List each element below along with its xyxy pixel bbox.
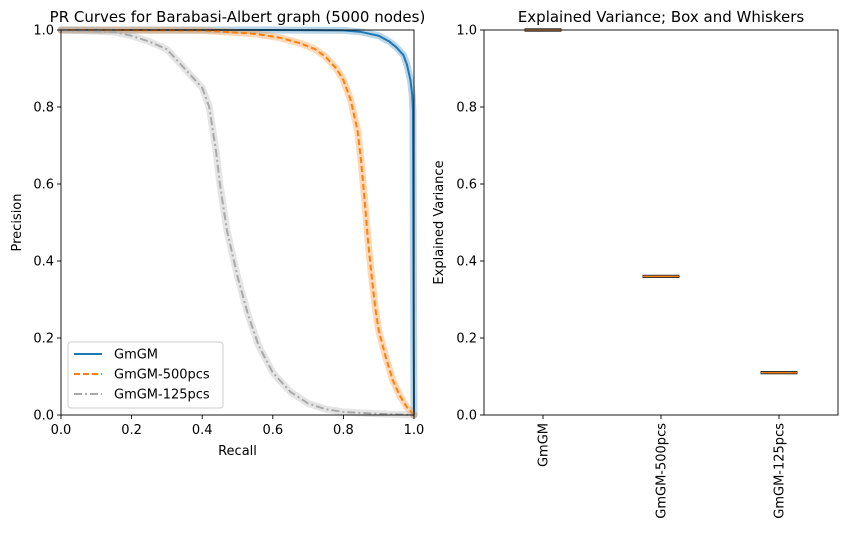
- legend: GmGM GmGM-500pcs GmGM-125pcs: [67, 341, 224, 409]
- series-line-0: [61, 29, 415, 416]
- x-ticks: 0.0 0.2 0.4 0.6 0.8 1.0: [51, 415, 425, 438]
- x-tick-label: GmGM: [537, 423, 552, 467]
- series-line-1: [60, 29, 415, 416]
- x-tick-label: 0.8: [333, 423, 354, 438]
- x-tick-label: GmGM-125pcs: [773, 423, 788, 519]
- x-axis-label: Recall: [218, 444, 257, 459]
- x-tick-label: 0.2: [121, 423, 142, 438]
- y-tick-label: 0.6: [456, 178, 477, 193]
- x-tick-label: 0.4: [192, 423, 213, 438]
- y-ticks: 0.0 0.2 0.4 0.6 0.8 1.0: [33, 24, 61, 424]
- y-tick-label: 0.4: [33, 255, 54, 270]
- series-line-2: [60, 29, 415, 416]
- plot-frame: [483, 29, 839, 416]
- legend-label: GmGM-500pcs: [114, 368, 210, 383]
- y-tick-label: 0.8: [33, 101, 54, 116]
- y-tick-label: 0.2: [456, 332, 477, 347]
- x-tick-label: 1.0: [404, 423, 425, 438]
- y-tick-label: 0.0: [33, 409, 54, 424]
- y-axis-label: Explained Variance: [432, 160, 447, 284]
- x-tick-label: 0.0: [51, 423, 72, 438]
- x-tick-label: 0.6: [262, 423, 283, 438]
- y-tick-label: 1.0: [456, 24, 477, 39]
- x-tick-label: GmGM-500pcs: [655, 423, 670, 519]
- legend-label: GmGM: [114, 348, 158, 363]
- pr-curves-chart: PR Curves for Barabasi-Albert graph (500…: [10, 8, 425, 459]
- y-tick-label: 0.4: [456, 255, 477, 270]
- y-axis-label: Precision: [10, 193, 25, 251]
- chart-title: PR Curves for Barabasi-Albert graph (500…: [50, 8, 426, 26]
- plot-frame: [60, 29, 415, 416]
- y-tick-label: 0.2: [33, 332, 54, 347]
- y-tick-label: 0.8: [456, 101, 477, 116]
- y-ticks: 0.0 0.2 0.4 0.6 0.8 1.0: [456, 24, 484, 424]
- y-tick-label: 1.0: [33, 24, 54, 39]
- x-ticks: GmGM GmGM-500pcs GmGM-125pcs: [537, 415, 788, 519]
- explained-variance-chart: Explained Variance; Box and Whiskers GmG…: [432, 8, 839, 519]
- series-lines: [57, 26, 418, 419]
- y-tick-label: 0.0: [456, 409, 477, 424]
- legend-box: [67, 341, 224, 409]
- box-marks: [524, 28, 798, 375]
- chart-title: Explained Variance; Box and Whiskers: [518, 8, 805, 26]
- y-tick-label: 0.6: [33, 178, 54, 193]
- legend-label: GmGM-125pcs: [114, 388, 210, 403]
